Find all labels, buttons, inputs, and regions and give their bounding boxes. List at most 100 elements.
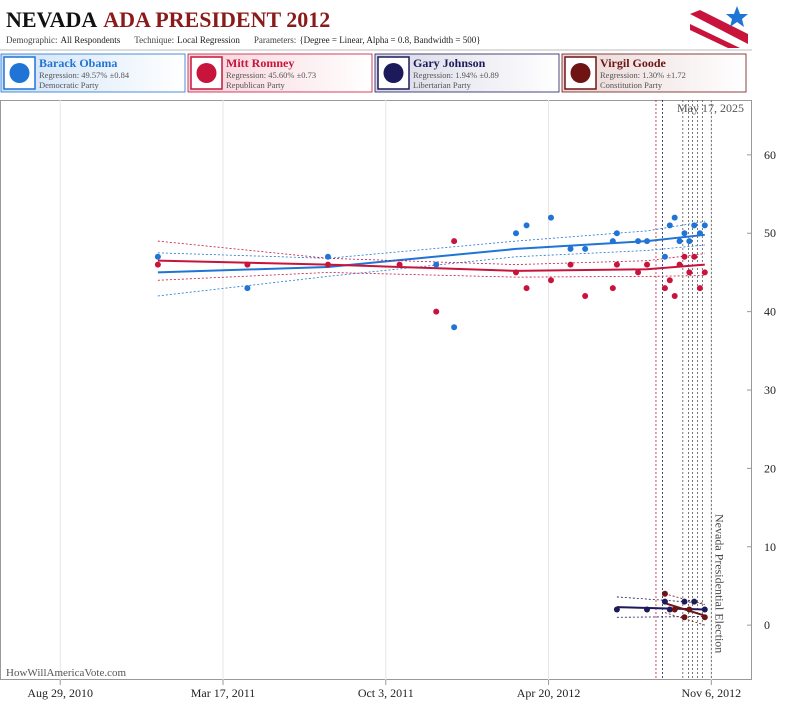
poll-point	[547, 277, 554, 284]
y-tick-label: 40	[764, 305, 776, 319]
poll-point	[567, 245, 574, 252]
poll-point	[671, 606, 678, 613]
candidate-party: Democratic Party	[39, 80, 99, 90]
poll-point	[609, 285, 616, 292]
poll-point	[244, 261, 251, 268]
y-tick-label: 20	[764, 461, 776, 475]
poll-point	[396, 261, 403, 268]
poll-point	[686, 238, 693, 245]
poll-point	[451, 238, 458, 245]
candidate-icon-mark	[196, 63, 217, 83]
x-tick-label: Apr 20, 2012	[517, 686, 581, 700]
candidate-icon-mark	[9, 63, 30, 83]
band-upper	[616, 596, 705, 604]
parameter-label: Parameters:	[254, 35, 296, 45]
parameter-value: All Respondents	[60, 35, 120, 45]
candidate-name: Mitt Romney	[226, 56, 294, 70]
poll-point	[609, 238, 616, 245]
poll-point	[154, 261, 161, 268]
x-tick-label: Nov 6, 2012	[681, 686, 741, 700]
poll-point	[661, 253, 668, 260]
poll-point	[324, 253, 331, 260]
candidate-regression: Regression: 49.57% ±0.84	[39, 70, 130, 80]
poll-point	[686, 269, 693, 276]
y-tick-label: 50	[764, 226, 776, 240]
candidate-regression: Regression: 45.60% ±0.73	[226, 70, 316, 80]
poll-point	[701, 269, 708, 276]
poll-point	[681, 598, 688, 605]
poll-point	[613, 606, 620, 613]
poll-point	[691, 253, 698, 260]
parameter-label: Technique:	[134, 35, 174, 45]
candidate-name: Barack Obama	[39, 56, 117, 70]
candidate-party: Libertarian Party	[413, 80, 472, 90]
poll-point	[613, 261, 620, 268]
band-lower	[616, 616, 705, 618]
candidate-icon-mark	[383, 63, 404, 83]
parameter-label: Demographic:	[6, 35, 57, 45]
poll-point	[582, 292, 589, 299]
poll-point	[512, 269, 519, 276]
x-tick-label: Oct 3, 2011	[358, 686, 414, 700]
poll-point	[523, 222, 530, 229]
candidate-icon-mark	[570, 63, 591, 83]
poll-point	[701, 222, 708, 229]
band-upper	[157, 240, 705, 265]
poll-point	[661, 598, 668, 605]
poll-point	[324, 261, 331, 268]
y-tick-label: 60	[764, 148, 776, 162]
poll-point	[676, 238, 683, 245]
poll-point	[644, 606, 651, 613]
candidate-name: Gary Johnson	[413, 56, 486, 70]
poll-point	[691, 222, 698, 229]
poll-point	[613, 230, 620, 237]
trend-line	[664, 602, 706, 617]
poll-point	[644, 238, 651, 245]
poll-point	[666, 606, 673, 613]
poll-point	[681, 253, 688, 260]
candidate-party: Republican Party	[226, 80, 286, 90]
poll-point	[671, 292, 678, 299]
logo	[690, 6, 748, 48]
title-state: NEVADA	[6, 7, 97, 32]
poll-point	[701, 606, 708, 613]
poll-point	[523, 285, 530, 292]
poll-point	[701, 614, 708, 621]
poll-point	[661, 285, 668, 292]
poll-point	[547, 214, 554, 221]
poll-point	[433, 308, 440, 315]
candidate-regression: Regression: 1.94% ±0.89	[413, 70, 499, 80]
plot: Aug 29, 2010 Mar 17, 2011 Oct 3, 2011 Apr 2…	[6, 100, 776, 700]
title-race: ADA PRESIDENT 2012	[103, 7, 330, 32]
poll-point	[635, 269, 642, 276]
poll-point	[244, 285, 251, 292]
plot-frame	[0, 100, 752, 680]
stamp: May 17, 2025	[677, 101, 744, 115]
parameter-value: {Degree = Linear, Alpha = 0.8, Bandwidth…	[299, 35, 480, 45]
y-tick-label: 10	[764, 540, 776, 554]
y-tick-label: 0	[764, 618, 770, 632]
poll-point	[451, 324, 458, 331]
poll-point	[686, 606, 693, 613]
y-tick-label: 30	[764, 383, 776, 397]
election-label: Nevada Presidential Election	[712, 514, 726, 653]
trend-line	[157, 233, 705, 274]
poll-point	[567, 261, 574, 268]
band-lower	[157, 244, 705, 297]
candidate-name: Virgil Goode	[600, 56, 667, 70]
candidate-party: Constitution Party	[600, 80, 663, 90]
poll-point	[666, 222, 673, 229]
poll-point	[696, 285, 703, 292]
poll-point	[635, 238, 642, 245]
poll-point	[696, 230, 703, 237]
poll-point	[154, 253, 161, 260]
poll-point	[661, 590, 668, 597]
poll-point	[512, 230, 519, 237]
band-lower	[157, 272, 705, 281]
parameters: Demographic: All Respondents Technique: Loc…	[6, 35, 481, 45]
poll-point	[676, 261, 683, 268]
poll-point	[691, 598, 698, 605]
source: HowWillAmericaVote.com	[6, 667, 126, 679]
